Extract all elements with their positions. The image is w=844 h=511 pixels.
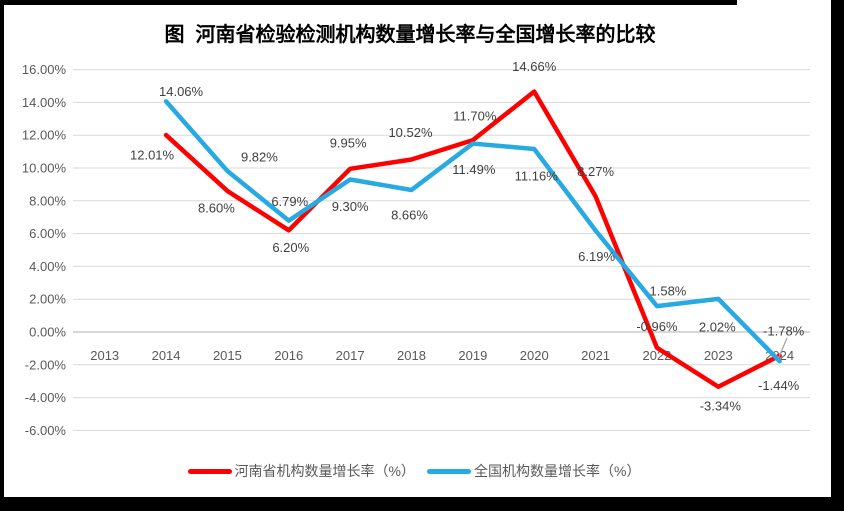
legend-item-national: 全国机构数量增长率（%） <box>427 461 640 481</box>
label-leader-line <box>777 337 788 359</box>
y-axis-tick-label: 14.00% <box>22 95 67 110</box>
x-axis-tick-label: 2015 <box>213 348 242 363</box>
y-axis-tick-label: -2.00% <box>25 357 67 372</box>
data-label: 2.02% <box>699 319 736 334</box>
data-label: 11.49% <box>452 162 496 177</box>
data-label: 8.60% <box>198 200 235 215</box>
frame-border-left <box>0 0 4 497</box>
data-label: 6.20% <box>272 240 309 255</box>
data-label: 11.16% <box>515 168 559 183</box>
data-label: 8.27% <box>577 164 614 179</box>
y-axis-tick-label: -4.00% <box>25 390 67 405</box>
national-series-swatch <box>427 468 471 474</box>
data-label: 6.19% <box>578 249 615 264</box>
x-axis-tick-label: 2023 <box>704 348 733 363</box>
y-axis-tick-label: 16.00% <box>22 62 67 77</box>
henan-series-line <box>163 89 782 390</box>
data-label: 14.66% <box>512 59 557 74</box>
data-label: 12.01% <box>130 148 175 163</box>
frame-border-bottom <box>0 497 844 511</box>
x-axis-tick-label: 2013 <box>90 348 119 363</box>
data-label: -0.96% <box>636 319 678 334</box>
y-axis-tick-label: 0.00% <box>29 325 66 340</box>
data-label: 14.06% <box>159 84 204 99</box>
data-label: 8.66% <box>391 207 428 222</box>
data-label: 6.79% <box>271 194 308 209</box>
legend-label-national: 全国机构数量增长率（%） <box>474 463 641 479</box>
national-series-line <box>163 99 782 364</box>
x-axis-tick-label: 2018 <box>397 348 426 363</box>
y-axis-tick-label: 6.00% <box>29 226 66 241</box>
x-axis-tick-label: 2014 <box>152 348 181 363</box>
henan-series-swatch <box>187 468 232 474</box>
legend-item-henan: 河南省机构数量增长率（%） <box>187 461 415 481</box>
chart-title: 图 河南省检验检测机构数量增长率与全国增长率的比较 <box>164 24 656 46</box>
legend-label-henan: 河南省机构数量增长率（%） <box>234 463 415 479</box>
x-axis-tick-label: 2019 <box>458 348 487 363</box>
frame-border-top <box>0 0 737 5</box>
y-axis-tick-label: 8.00% <box>29 193 66 208</box>
x-axis-tick-label: 2017 <box>336 348 365 363</box>
x-axis-tick-label: 2021 <box>581 348 610 363</box>
chart-legend: 河南省机构数量增长率（%） 全国机构数量增长率（%） <box>0 458 828 484</box>
data-label: 9.82% <box>241 149 278 164</box>
y-axis-tick-label: 12.00% <box>22 128 67 143</box>
frame-border-right <box>831 0 844 511</box>
data-label: 10.52% <box>388 125 433 140</box>
data-label: -3.34% <box>700 398 742 413</box>
data-label: -1.78% <box>763 324 805 339</box>
data-label: -1.44% <box>758 378 800 393</box>
data-label: 9.95% <box>330 135 367 150</box>
x-axis-tick-label: 2020 <box>520 348 549 363</box>
x-axis-tick-label: 2016 <box>274 348 303 363</box>
y-axis-tick-label: 10.00% <box>22 161 67 176</box>
y-axis-tick-label: 2.00% <box>29 292 66 307</box>
data-label: 9.30% <box>332 199 369 214</box>
data-label: 1.58% <box>650 284 687 299</box>
y-axis-tick-label: 4.00% <box>29 259 66 274</box>
data-label: 11.70% <box>453 109 497 124</box>
y-axis-tick-label: -6.00% <box>25 423 67 438</box>
